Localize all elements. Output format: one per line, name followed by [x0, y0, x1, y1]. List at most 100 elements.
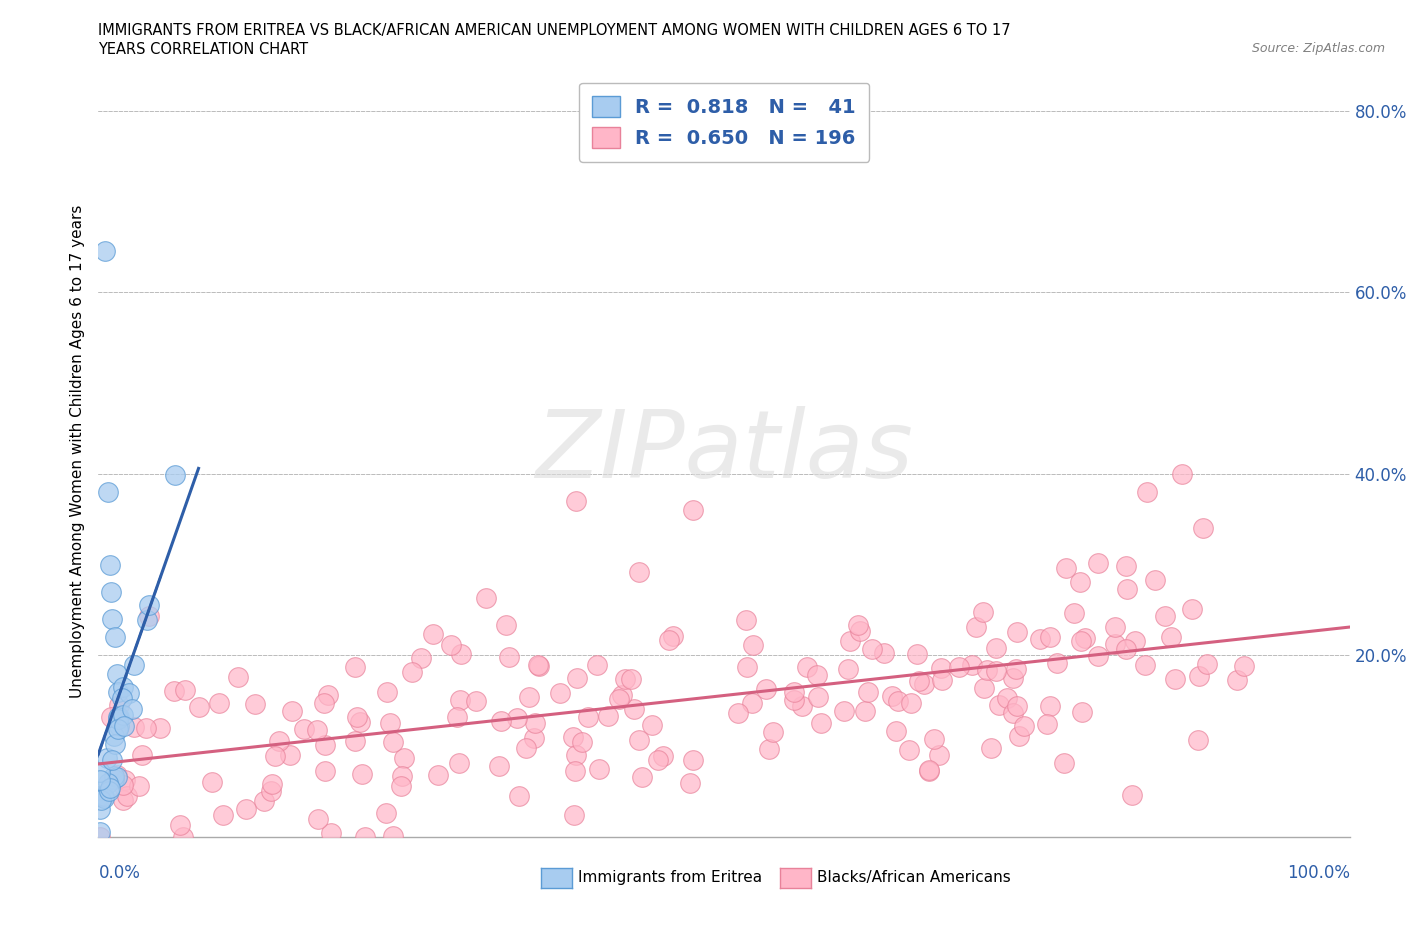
Legend: R =  0.818   N =   41, R =  0.650   N = 196: R = 0.818 N = 41, R = 0.650 N = 196 [579, 83, 869, 162]
Point [849, 624, 872, 639]
Point [976, 663, 998, 678]
Point [1121, 788, 1143, 803]
Point [1054, 561, 1077, 576]
Point [253, 794, 276, 809]
Point [103, 772, 125, 787]
Point [1012, 719, 1035, 734]
Point [598, 709, 620, 724]
Point [1226, 672, 1249, 687]
Point [278, 748, 301, 763]
Point [172, 830, 194, 844]
Point [1005, 698, 1028, 713]
Point [1005, 625, 1028, 640]
Point [682, 502, 704, 517]
Point [269, 733, 291, 748]
Point [929, 660, 952, 675]
Point [623, 702, 645, 717]
Point [742, 637, 765, 652]
Point [567, 671, 589, 685]
Point [107, 721, 129, 736]
Text: IMMIGRANTS FROM ERITREA VS BLACK/AFRICAN AMERICAN UNEMPLOYMENT AMONG WOMEN WITH : IMMIGRANTS FROM ERITREA VS BLACK/AFRICAN… [98, 23, 1011, 38]
Point [1164, 671, 1187, 686]
Point [382, 735, 405, 750]
Point [409, 651, 432, 666]
Point [281, 703, 304, 718]
Point [378, 716, 401, 731]
Point [107, 684, 129, 699]
Point [1087, 649, 1109, 664]
Point [1115, 642, 1137, 657]
Point [647, 752, 669, 767]
Text: Blacks/African Americans: Blacks/African Americans [817, 870, 1011, 885]
Point [758, 741, 780, 756]
Point [727, 706, 749, 721]
Point [884, 724, 907, 738]
Point [243, 697, 266, 711]
Point [104, 630, 127, 644]
Point [734, 613, 756, 628]
Point [628, 733, 651, 748]
Point [1053, 756, 1076, 771]
Point [912, 677, 935, 692]
Point [1154, 609, 1177, 624]
Point [136, 613, 159, 628]
Point [314, 764, 336, 778]
Point [918, 763, 941, 777]
Point [488, 758, 510, 773]
Y-axis label: Unemployment Among Women with Children Ages 6 to 17 years: Unemployment Among Women with Children A… [70, 205, 86, 698]
Point [1035, 716, 1057, 731]
Point [523, 730, 546, 745]
Point [111, 708, 134, 723]
Point [105, 768, 128, 783]
Point [508, 789, 530, 804]
Point [550, 685, 572, 700]
Point [112, 679, 135, 694]
Point [565, 747, 588, 762]
Point [897, 742, 920, 757]
Text: ZIPatlas: ZIPatlas [536, 405, 912, 497]
Point [98, 557, 121, 572]
Point [208, 696, 231, 711]
Point [527, 658, 550, 672]
Point [449, 755, 471, 770]
Point [679, 776, 702, 790]
Point [422, 626, 444, 641]
Point [523, 715, 546, 730]
Point [907, 673, 929, 688]
Point [860, 642, 883, 657]
Point [517, 689, 540, 704]
Point [1002, 706, 1025, 721]
Point [138, 608, 160, 623]
Point [115, 789, 138, 804]
Point [807, 690, 830, 705]
Point [96, 751, 118, 765]
Point [810, 716, 832, 731]
Point [89, 830, 111, 844]
Point [108, 710, 131, 724]
Point [260, 784, 283, 799]
Point [382, 829, 405, 844]
Point [226, 670, 249, 684]
Point [628, 565, 651, 580]
Point [806, 667, 828, 682]
Point [343, 734, 366, 749]
Point [1039, 699, 1062, 714]
Point [922, 731, 945, 746]
Point [973, 681, 995, 696]
Point [375, 805, 398, 820]
Point [1233, 658, 1256, 673]
Point [163, 684, 186, 698]
Point [349, 714, 371, 729]
Point [561, 730, 583, 745]
Point [121, 701, 143, 716]
Point [149, 721, 172, 736]
Text: 0.0%: 0.0% [98, 864, 141, 882]
Point [631, 770, 654, 785]
Point [1188, 669, 1211, 684]
Point [782, 684, 804, 699]
Point [887, 694, 910, 709]
Point [97, 784, 120, 799]
Point [97, 776, 120, 790]
Point [1074, 631, 1097, 645]
Point [101, 752, 124, 767]
